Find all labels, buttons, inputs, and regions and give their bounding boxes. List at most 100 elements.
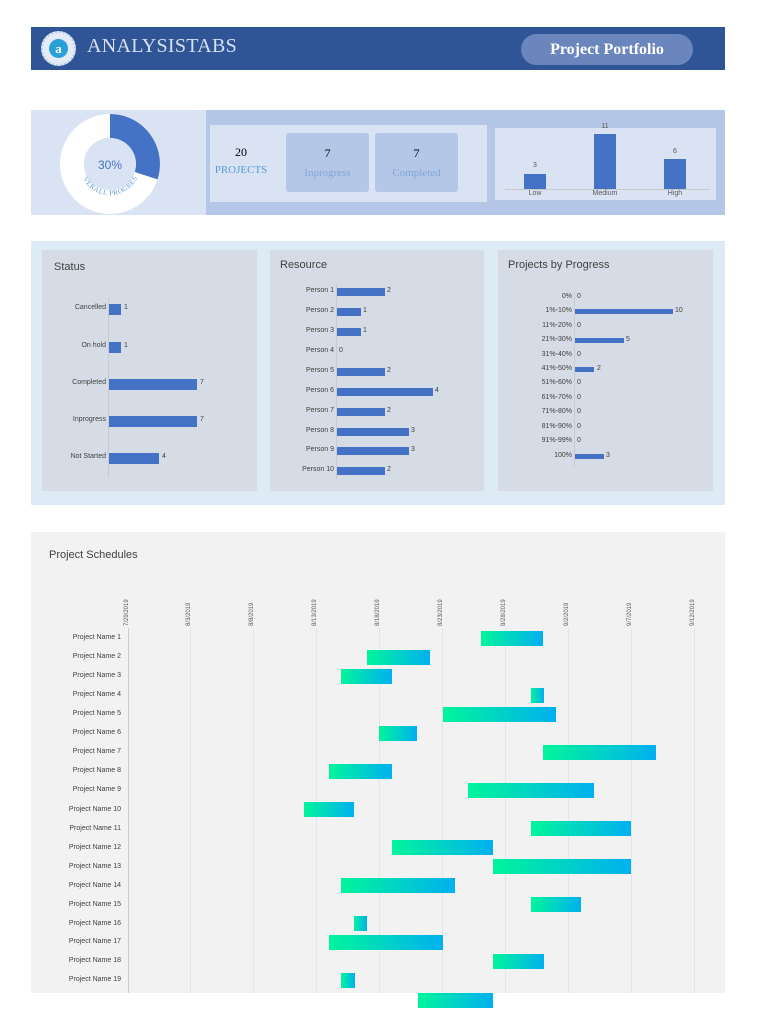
status-row: Inprogress 7 [42, 416, 257, 428]
gantt-bar[interactable] [341, 973, 355, 988]
status-row: Not Started 4 [42, 453, 257, 465]
gantt-row-label: Project Name 2 [72, 653, 121, 660]
gantt-bar[interactable] [329, 935, 443, 950]
gantt-bar[interactable] [443, 707, 556, 722]
priority-bar-low [524, 174, 546, 189]
resource-chart: Resource Person 1 2 Person 2 1 Person 3 … [270, 250, 484, 491]
schedule-title: Project Schedules [49, 549, 138, 561]
resource-row: Person 10 2 [302, 466, 391, 475]
date-tick-label: 8/8/2019 [249, 602, 255, 626]
progress-axis [574, 292, 575, 466]
gantt-bar[interactable] [531, 688, 544, 703]
page-title: Project Portfolio [521, 34, 693, 65]
gantt-bar[interactable] [531, 897, 581, 912]
gantt-bar[interactable] [392, 840, 493, 855]
progress-row: 1%-10% 10 [545, 307, 683, 314]
completed-count: 7 [413, 146, 420, 160]
gridline [505, 628, 506, 993]
gridline [568, 628, 569, 993]
gridline [190, 628, 191, 993]
gantt-bar[interactable] [329, 764, 392, 779]
priority-label-low: Low [528, 190, 542, 197]
logo-glyph: a [49, 39, 68, 58]
progress-row: 100% 3 [554, 452, 610, 459]
gantt-bar[interactable] [481, 631, 543, 646]
date-tick-label: 8/13/2019 [312, 599, 318, 626]
gantt-bar[interactable] [304, 802, 354, 817]
gantt-row-label: Project Name 13 [68, 863, 121, 870]
gridline [442, 628, 443, 993]
project-schedule-chart: Project Schedules 7/29/2019 8/3/2019 8/8… [31, 532, 725, 993]
gantt-bar[interactable] [379, 726, 417, 741]
gantt-bar[interactable] [354, 916, 367, 931]
progress-row: 41%-50% 2 [541, 365, 601, 372]
gantt-row-label: Project Name 11 [69, 825, 121, 832]
gantt-bar[interactable] [543, 745, 656, 760]
gridline [379, 628, 380, 993]
gantt-row-label: Project Name 19 [68, 976, 121, 983]
overall-progress-donut: 30% OVERALL PROGRESS [60, 114, 160, 214]
gantt-row-label: Project Name 10 [68, 806, 121, 813]
resource-row: Person 4 0 [305, 347, 343, 354]
progress-row: 91%-99% 0 [541, 437, 581, 444]
gantt-row-label: Project Name 5 [72, 710, 121, 717]
priority-baseline [505, 189, 710, 190]
progress-chart-title: Projects by Progress [508, 259, 610, 271]
gantt-row-label: Project Name 4 [72, 691, 121, 698]
progress-row: 81%-90% 0 [541, 423, 581, 430]
header-bar: a ANALYSISTABS Project Portfolio [31, 27, 725, 70]
priority-bar-medium [594, 134, 616, 189]
gantt-row-label: Project Name 18 [68, 957, 121, 964]
gantt-row-label: Project Name 3 [72, 672, 121, 679]
projects-label: PROJECTS [214, 164, 268, 176]
date-tick-label: 8/23/2019 [438, 599, 444, 626]
resource-row: Person 8 3 [305, 427, 415, 436]
y-axis-line [128, 628, 129, 993]
gridline [694, 628, 695, 993]
inprogress-count: 7 [324, 146, 331, 160]
progress-row: 11%-20% 0 [542, 322, 581, 329]
gantt-bar[interactable] [468, 783, 594, 798]
date-tick-label: 8/18/2019 [375, 599, 381, 626]
gantt-bar[interactable] [341, 878, 455, 893]
projects-count: 20 [235, 145, 247, 159]
gantt-bar[interactable] [341, 669, 392, 684]
priority-value-medium: 11 [601, 123, 609, 130]
gantt-bar[interactable] [493, 859, 631, 874]
gantt-row-label: Project Name 16 [68, 920, 121, 927]
resource-row: Person 1 2 [305, 287, 391, 296]
resource-axis [336, 284, 337, 479]
resource-row: Person 5 2 [305, 367, 391, 376]
status-chart-title: Status [54, 261, 86, 273]
progress-row: 0% 0 [561, 293, 581, 300]
gantt-bar[interactable] [531, 821, 631, 836]
progress-row: 21%-30% 5 [541, 336, 630, 343]
progress-row: 71%-80% 0 [541, 408, 581, 415]
logo-icon: a [41, 31, 76, 66]
resource-row: Person 9 3 [305, 446, 415, 455]
resource-row: Person 2 1 [305, 307, 367, 316]
progress-row: 31%-40% 0 [541, 351, 581, 358]
progress-chart: Projects by Progress 0% 0 1%-10% 10 11%-… [498, 250, 713, 491]
gantt-row-label: Project Name 6 [72, 729, 121, 736]
priority-value-low: 3 [533, 162, 537, 169]
date-tick-label: 7/29/2019 [124, 599, 130, 626]
resource-row: Person 3 1 [305, 327, 367, 336]
priority-bar-high [664, 159, 686, 189]
priority-chart: 3 Low 11 Medium 6 High [495, 123, 716, 200]
gantt-row-label: Project Name 12 [68, 844, 121, 851]
resource-chart-title: Resource [280, 259, 328, 271]
overall-progress-value: 30% [98, 158, 122, 172]
progress-row: 51%-60% 0 [541, 379, 581, 386]
gantt-bar[interactable] [493, 954, 544, 969]
gantt-row-label: Project Name 8 [72, 767, 121, 774]
gridline [631, 628, 632, 993]
gantt-row-label: Project Name 14 [68, 882, 121, 889]
gantt-bar[interactable] [367, 650, 430, 665]
date-tick-label: 9/2/2019 [564, 602, 570, 626]
status-row: Completed 7 [42, 379, 257, 391]
gantt-bar-overflow[interactable] [418, 993, 493, 1008]
completed-label: Completed [392, 167, 441, 179]
status-chart: Status Cancelled 1 On hold 1 Completed 7… [42, 250, 257, 491]
status-axis [108, 298, 109, 478]
